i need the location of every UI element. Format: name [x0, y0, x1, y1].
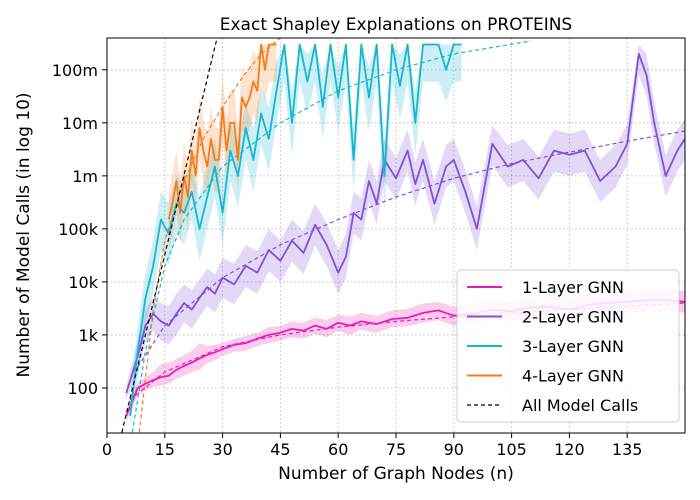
x-tick-label: 60: [328, 440, 348, 459]
legend-label: 3-Layer GNN: [522, 337, 624, 356]
band-3-layer-gnn: [130, 44, 462, 425]
y-axis-ticks: 100 1k 10k 100k 1m 10m 100m: [52, 61, 107, 398]
x-tick-label: 105: [496, 440, 527, 459]
series-line-all-model-calls: [121, 38, 218, 433]
y-tick-label: 100: [67, 379, 98, 398]
legend-label: 1-Layer GNN: [522, 278, 624, 297]
x-tick-label: 15: [155, 440, 175, 459]
y-tick-label: 10m: [62, 114, 98, 133]
chart-title: Exact Shapley Explanations on PROTEINS: [220, 15, 572, 35]
legend-label: All Model Calls: [522, 396, 638, 415]
x-axis-label: Number of Graph Nodes (n): [278, 464, 514, 484]
legend-label: 2-Layer GNN: [522, 308, 624, 327]
legend: 1-Layer GNN 2-Layer GNN 3-Layer GNN 4-Layer…: [456, 269, 680, 423]
x-tick-label: 30: [212, 440, 232, 459]
y-tick-label: 10k: [68, 273, 98, 292]
x-tick-label: 75: [386, 440, 406, 459]
y-tick-label: 1k: [79, 326, 99, 345]
series-line-4-layer-gnn: [167, 43, 277, 220]
series-line-2-layer-gnn: [125, 53, 685, 394]
x-tick-label: 120: [554, 440, 585, 459]
y-tick-label: 100m: [52, 61, 98, 80]
trend-line: [129, 302, 685, 401]
trend-line: [138, 38, 281, 433]
y-tick-label: 1m: [72, 167, 98, 186]
x-tick-label: 0: [102, 440, 112, 459]
x-tick-label: 90: [444, 440, 464, 459]
series-line-3-layer-gnn: [129, 43, 462, 416]
x-tick-label: 135: [612, 440, 643, 459]
x-axis-ticks: 0 15 30 45 60 75 90 105 120 135: [102, 433, 643, 459]
x-tick-label: 45: [270, 440, 290, 459]
y-tick-label: 100k: [58, 220, 99, 239]
trend-line: [131, 40, 531, 433]
legend-label: 4-Layer GNN: [522, 367, 624, 386]
y-axis-label: Number of Model Calls (in log 10): [14, 92, 34, 377]
legend-frame: [456, 269, 680, 423]
